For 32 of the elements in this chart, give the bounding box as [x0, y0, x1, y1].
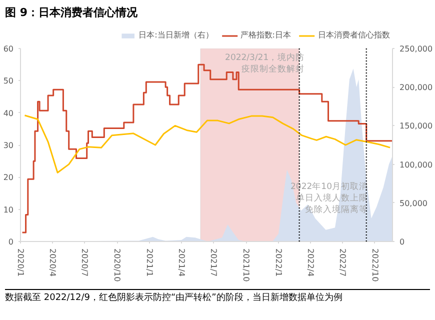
y-tick-label: 50: [3, 76, 14, 86]
y2-tick-label: 50,000: [400, 198, 428, 208]
chart-title: 图 9：日本消费者信心情况: [5, 5, 138, 21]
x-tick-label: 2020/7: [80, 248, 90, 277]
y2-tick-label: 100,000: [400, 160, 433, 170]
legend-label: 日本消费者信心指数: [318, 30, 390, 40]
x-tick-label: 2021/7: [209, 248, 218, 277]
x-tick-label: 2022/10: [370, 248, 380, 282]
x-tick-label: 2022/4: [306, 248, 315, 277]
x-tick-label: 2022/1: [274, 248, 283, 277]
text: 数据截至 2022/12/9，红色阴影表示防控“由严转松”的阶段，当日新增数据单位为例: [5, 292, 342, 305]
x-tick-label: 2022/7: [338, 248, 347, 277]
legend-label: 严格指数:日本: [240, 30, 291, 40]
x-tick-label: 2021/10: [242, 248, 251, 282]
y-tick-label: 60: [3, 44, 14, 54]
y-tick-label: 30: [3, 141, 14, 150]
x-tick-label: 2020/1: [16, 248, 25, 277]
y-tick-label: 0: [8, 238, 14, 246]
legend-label: 日本:当日新增（右）: [138, 30, 214, 40]
ref-line-label: 2022/3/21，境内防疫限制全数解封: [225, 52, 305, 75]
y2-tick-label: 200,000: [400, 83, 433, 92]
x-tick-label: 2020/10: [112, 248, 122, 282]
y2-tick-label: 150,000: [400, 122, 433, 131]
y2-tick-label: 250,000: [400, 44, 433, 54]
y2-tick-label: 0: [400, 238, 405, 246]
x-tick-label: 2021/1: [145, 248, 154, 277]
y-tick-label: 20: [3, 173, 14, 182]
x-tick-label: 2020/4: [48, 248, 58, 277]
line-series: [24, 114, 391, 174]
y-tick-label: 40: [3, 108, 14, 118]
y-tick-label: 10: [3, 205, 14, 214]
x-tick-label: 2021/4: [176, 248, 186, 277]
